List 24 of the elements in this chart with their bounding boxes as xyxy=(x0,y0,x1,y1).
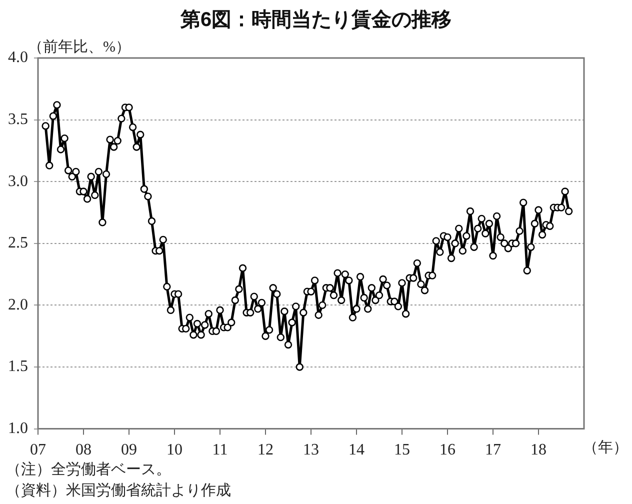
text: （注）全労働者ベース。 xyxy=(6,460,172,480)
x-tick-label: 07 xyxy=(30,442,46,459)
x-tick-label: 17 xyxy=(485,442,501,459)
x-tick-label: 15 xyxy=(394,442,410,459)
y-tick-label: 2.5 xyxy=(8,234,28,252)
x-tick-label: 12 xyxy=(258,442,274,459)
x-tick-label: 08 xyxy=(76,442,92,459)
y-tick-label: 4.0 xyxy=(8,49,28,66)
y-tick-label: 1.5 xyxy=(8,358,28,376)
x-axis-title: （年） xyxy=(583,439,628,456)
y-tick-label: 3.5 xyxy=(8,111,28,128)
x-tick-label: 16 xyxy=(440,442,456,459)
chart-title: 第6図：時間当たり賃金の推移 xyxy=(179,8,453,33)
x-tick-label: 09 xyxy=(121,442,137,459)
x-tick-label: 18 xyxy=(530,442,546,459)
y-tick-label: 3.0 xyxy=(8,172,28,190)
x-tick-label: 13 xyxy=(303,442,319,459)
y-axis-title: （前年比、%） xyxy=(28,38,130,56)
x-tick-label: 14 xyxy=(348,442,364,459)
x-tick-label: 10 xyxy=(166,442,182,459)
x-tick-label: 11 xyxy=(212,442,228,459)
y-tick-label: 2.0 xyxy=(8,296,28,314)
text: （資料）米国労働省統計より作成 xyxy=(6,482,231,501)
y-tick-label: 1.0 xyxy=(8,420,28,438)
